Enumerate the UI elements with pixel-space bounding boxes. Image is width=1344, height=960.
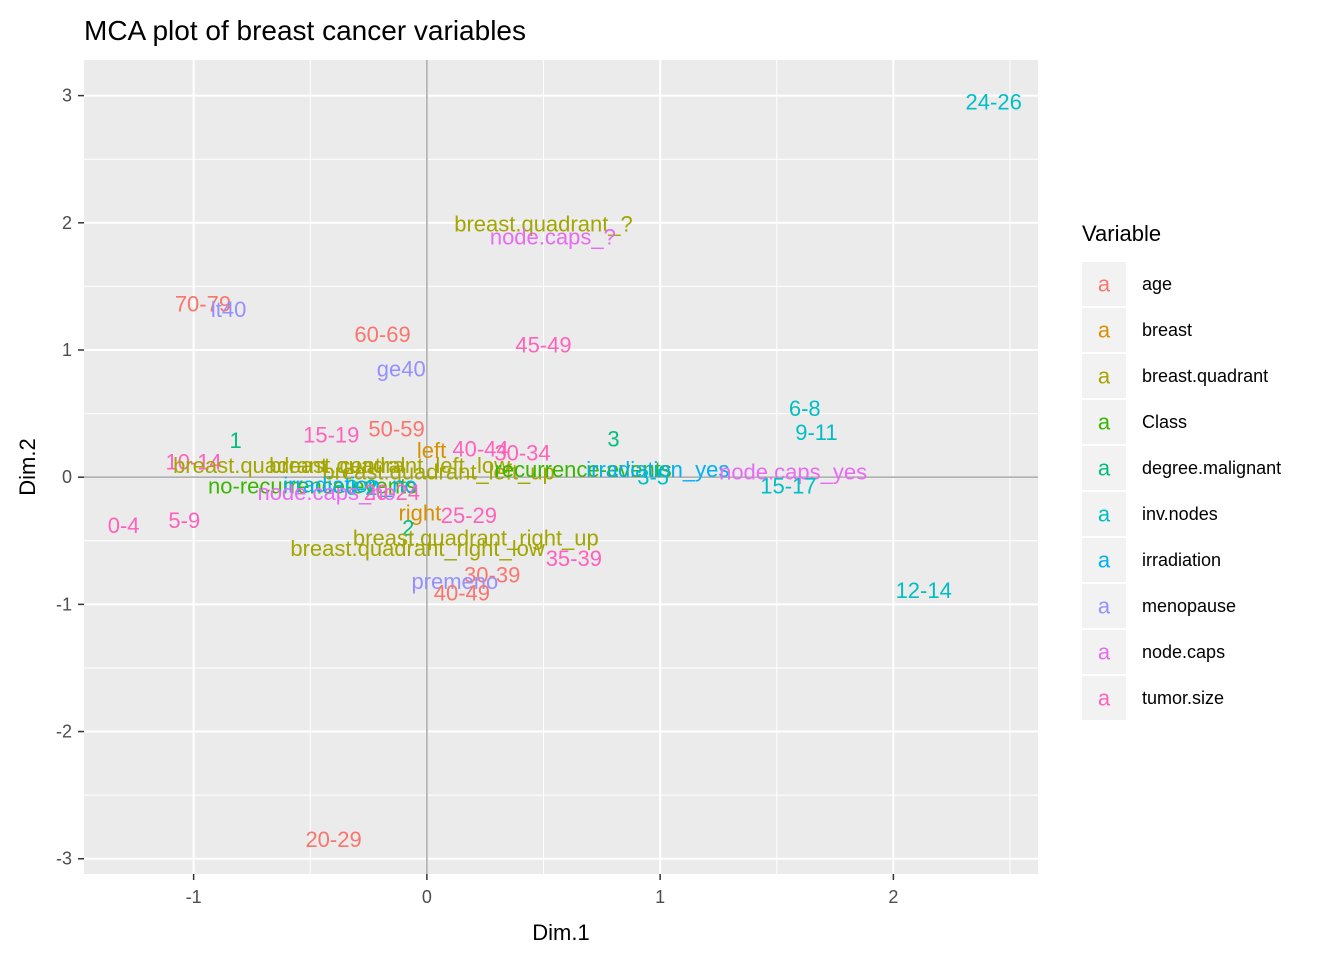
y-tick-label: 3 [62,86,72,106]
legend-label: node.caps [1142,642,1225,662]
legend: Variable a age a breast a breast.quadrant a Cla… [1082,221,1281,720]
x-axis-title: Dim.1 [532,920,589,945]
legend-key [1082,308,1126,352]
legend-key [1082,446,1126,490]
legend-key-glyph: a [1098,272,1111,297]
x-axis: -1 0 1 2 [186,874,898,907]
legend-key [1082,400,1126,444]
x-tick-label: 1 [655,887,665,907]
point-label: 60-69 [354,322,410,347]
x-tick-label: -1 [186,887,202,907]
point-label: 70-79 [175,292,231,317]
point-label: 3 [607,427,619,452]
point-label: right [398,500,441,525]
point-label: node.caps_? [490,224,616,249]
point-label: 0-2 [346,475,378,500]
point-label: 50-59 [368,416,424,441]
legend-key-glyph: a [1098,410,1111,435]
point-label: recurrence-events [495,457,672,482]
legend-key-glyph: a [1098,318,1111,343]
legend-label: age [1142,274,1172,294]
legend-key [1082,262,1126,306]
point-label: 20-29 [305,827,361,852]
legend-key-glyph: a [1098,594,1111,619]
point-label: breast.quadrant_central [173,453,405,478]
legend-key-glyph: a [1098,640,1111,665]
legend-label: Class [1142,412,1187,432]
point-label: 0-4 [108,513,140,538]
legend-key [1082,630,1126,674]
legend-label: breast [1142,320,1192,340]
point-label: ge40 [377,357,426,382]
legend-key [1082,354,1126,398]
point-label: breast.quadrant_? [454,212,633,237]
point-label: 40-44 [452,437,508,462]
point-label: 9-11 [795,420,837,445]
legend-title: Variable [1082,221,1161,246]
point-label: 2 [402,516,414,541]
legend-key [1082,538,1126,582]
y-tick-label: -3 [56,849,72,869]
point-label: 10-14 [165,449,221,474]
point-label: breast.quadrant_right_up [353,526,599,551]
point-label: 40-49 [434,580,490,605]
legend-key [1082,584,1126,628]
legend-key [1082,492,1126,536]
point-label: 3-5 [637,465,669,490]
point-label: irradiation_yes [586,457,729,482]
x-tick-label: 0 [422,887,432,907]
point-label: irradiation_no [283,472,416,497]
point-label: breast.quadrant_right_low [290,536,544,561]
legend-label: degree.malignant [1142,458,1281,478]
y-tick-label: 0 [62,467,72,487]
point-label: 12-14 [896,578,952,603]
legend-key-glyph: a [1098,686,1111,711]
point-label: node.caps_yes [719,460,867,485]
point-label: no-recurrence-events [208,474,417,499]
point-label: lt40 [211,297,246,322]
y-tick-label: 2 [62,213,72,233]
y-tick-label: 1 [62,340,72,360]
legend-label: breast.quadrant [1142,366,1268,386]
legend-key-glyph: a [1098,364,1111,389]
point-label: 6-8 [789,396,821,421]
point-label: premeno [411,569,498,594]
y-axis: -3 -2 -1 0 1 2 3 [56,86,84,869]
point-label: breast.quadrant_left_up [322,460,554,485]
y-tick-label: -2 [56,722,72,742]
legend-key [1082,676,1126,720]
legend-label: inv.nodes [1142,504,1218,524]
point-label: 25-29 [441,503,497,528]
legend-key-glyph: a [1098,456,1111,481]
chart-title: MCA plot of breast cancer variables [84,15,526,46]
legend-label: menopause [1142,596,1236,616]
point-label: 20-24 [364,480,420,505]
point-label: node.caps_no [257,480,395,505]
point-label: 35-39 [546,546,602,571]
legend-items: a age a breast a breast.quadrant a Class a degree… [1082,262,1281,720]
point-label: 1 [229,428,241,453]
reference-lines [84,60,1038,874]
point-label: left [417,438,446,463]
minor-gridlines [84,60,1038,874]
legend-key-glyph: a [1098,548,1111,573]
point-label: breast.quadrant_left_low [269,453,510,478]
legend-key-glyph: a [1098,502,1111,527]
point-labels: 24-26 breast.quadrant_?node.caps_? 70-79lt… [108,89,1022,852]
y-tick-label: -1 [56,594,72,614]
point-label: 24-26 [966,89,1022,114]
legend-label: irradiation [1142,550,1221,570]
point-label: 30-34 [494,441,550,466]
x-tick-label: 2 [888,887,898,907]
point-label: 5-9 [168,508,200,533]
point-label: 45-49 [515,332,571,357]
legend-label: tumor.size [1142,688,1224,708]
y-axis-title: Dim.2 [15,438,40,495]
point-label: 15-19 [303,423,359,448]
point-label: 30-39 [464,563,520,588]
plot-panel [84,60,1038,874]
point-label: 15-17 [760,474,816,499]
